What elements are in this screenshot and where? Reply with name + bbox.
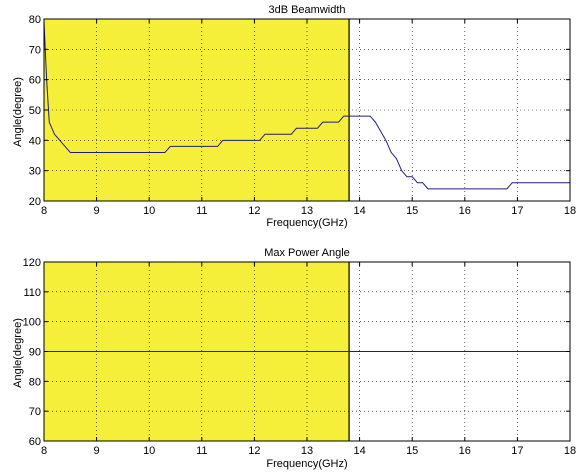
max-power-angle-y-tick-label: 100 bbox=[23, 317, 41, 329]
beamwidth-x-tick-label: 18 bbox=[564, 205, 576, 217]
max-power-angle-x-tick-label: 8 bbox=[41, 445, 47, 457]
max-power-angle-x-tick-label: 12 bbox=[248, 445, 260, 457]
beamwidth-x-tick-label: 16 bbox=[459, 205, 471, 217]
max-power-angle-chart-title: Max Power Angle bbox=[264, 247, 350, 259]
beamwidth-y-tick-label: 70 bbox=[29, 44, 41, 56]
beamwidth-y-tick-label: 50 bbox=[29, 105, 41, 117]
max-power-angle-y-tick-label: 90 bbox=[29, 347, 41, 359]
beamwidth-x-tick-label: 14 bbox=[353, 205, 365, 217]
max-power-angle-x-tick-label: 13 bbox=[301, 445, 313, 457]
beamwidth-y-tick-label: 80 bbox=[29, 14, 41, 26]
max-power-angle-x-tick-label: 18 bbox=[564, 445, 576, 457]
beamwidth-y-tick-label: 60 bbox=[29, 75, 41, 87]
max-power-angle-y-tick-label: 120 bbox=[23, 257, 41, 269]
beamwidth-x-tick-label: 9 bbox=[94, 205, 100, 217]
max-power-angle-x-tick-label: 10 bbox=[143, 445, 155, 457]
max-power-angle-y-tick-label: 80 bbox=[29, 376, 41, 388]
beamwidth-y-tick-label: 40 bbox=[29, 135, 41, 147]
max-power-angle-x-tick-label: 14 bbox=[353, 445, 365, 457]
beamwidth-chart-panel: 3dB Beamwidth Frequency(GHz) Angle(degre… bbox=[12, 4, 576, 229]
beamwidth-x-tick-label: 11 bbox=[196, 205, 207, 217]
beamwidth-x-tick-label: 17 bbox=[511, 205, 523, 217]
beamwidth-series-line bbox=[43, 22, 570, 190]
beamwidth-y-axis-label: Angle(degree) bbox=[12, 77, 24, 147]
max-power-angle-y-axis-label: Angle(degree) bbox=[12, 318, 24, 388]
beamwidth-chart-title: 3dB Beamwidth bbox=[268, 4, 345, 16]
max-power-angle-x-tick-label: 15 bbox=[406, 445, 418, 457]
beamwidth-x-tick-label: 8 bbox=[41, 205, 47, 217]
beamwidth-x-tick-label: 12 bbox=[248, 205, 260, 217]
max-power-angle-x-tick-label: 17 bbox=[511, 445, 523, 457]
beamwidth-x-axis-label: Frequency(GHz) bbox=[266, 217, 347, 229]
max-power-angle-x-tick-label: 16 bbox=[459, 445, 471, 457]
beamwidth-x-tick-label: 15 bbox=[406, 205, 418, 217]
beamwidth-x-tick-label: 13 bbox=[301, 205, 313, 217]
beamwidth-y-tick-label: 30 bbox=[29, 166, 41, 178]
beamwidth-x-tick-label: 10 bbox=[143, 205, 155, 217]
max-power-angle-x-axis-label: Frequency(GHz) bbox=[266, 458, 347, 470]
max-power-angle-y-tick-label: 110 bbox=[23, 287, 41, 299]
max-power-angle-y-tick-label: 60 bbox=[29, 436, 41, 448]
max-power-angle-x-tick-label: 11 bbox=[196, 445, 207, 457]
max-power-angle-x-tick-label: 9 bbox=[94, 445, 100, 457]
max-power-angle-y-tick-label: 70 bbox=[29, 406, 41, 418]
max-power-angle-chart-panel: Max Power Angle Frequency(GHz) Angle(deg… bbox=[12, 247, 576, 470]
beamwidth-y-tick-label: 20 bbox=[29, 196, 41, 208]
